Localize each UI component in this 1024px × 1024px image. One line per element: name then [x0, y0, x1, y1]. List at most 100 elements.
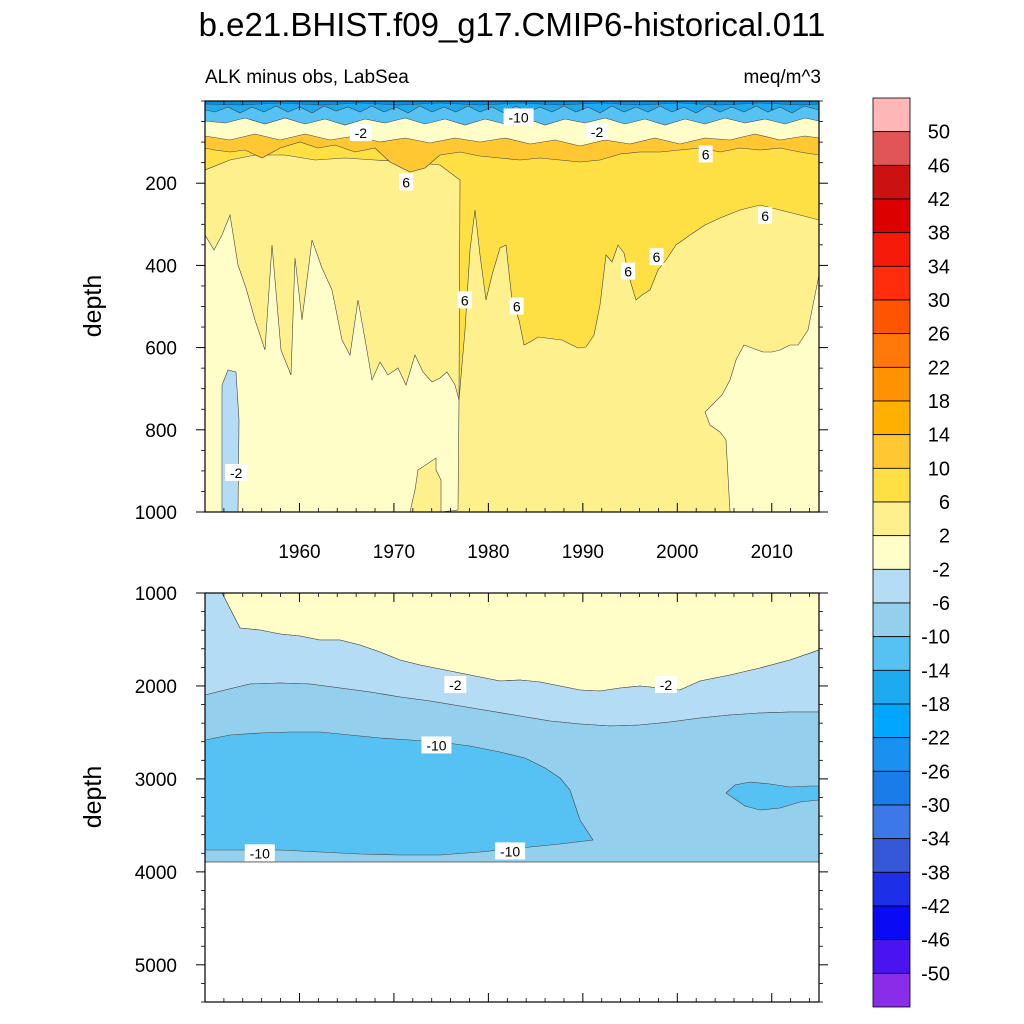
colorbar-label: 38	[928, 223, 950, 245]
colorbar-label: 18	[928, 391, 950, 413]
region-deep-west-lens	[221, 369, 240, 512]
colorbar-segment	[872, 265, 911, 301]
left-string: ALK minus obs, LabSea	[205, 67, 409, 88]
colorbar-label: 46	[928, 155, 950, 177]
y-tick-label: 600	[145, 339, 177, 360]
contour-label-text: -2	[660, 677, 673, 693]
region-abyssal	[205, 731, 594, 856]
colorbar-label: 26	[928, 324, 950, 346]
contour-label-text: 6	[761, 208, 769, 224]
contour-label: 6	[758, 207, 773, 225]
lower-y-axis-label: depth	[79, 766, 107, 829]
contour-label: -10	[503, 108, 534, 126]
colorbar-segment	[872, 131, 911, 166]
contour-label-text: -10	[250, 845, 270, 861]
colorbar-segment	[872, 400, 911, 436]
colorbar-segment	[872, 703, 911, 739]
colorbar-label: -50	[921, 963, 950, 985]
contour-label-text: 6	[402, 174, 410, 190]
colorbar-label: -30	[921, 795, 950, 817]
contour-label-text: 6	[624, 264, 632, 280]
colorbar-label: -38	[921, 862, 950, 884]
region-core	[205, 101, 819, 401]
contour-label-box	[586, 122, 609, 140]
colorbar-segment	[872, 838, 911, 873]
colorbar-segment	[872, 366, 911, 402]
colorbar-label: -2	[932, 559, 950, 581]
colorbar-label: -18	[921, 694, 950, 716]
contour-label: -2	[225, 463, 248, 481]
colorbar-segment	[872, 939, 911, 974]
upper-panel: 200 400 600 800 1000 1960 1970 1980 1990 2000 2010…	[79, 100, 828, 563]
colorbar-segment	[872, 905, 911, 941]
contour-label-text: -2	[230, 465, 243, 481]
colorbar-label: -26	[921, 761, 950, 783]
contour-label: 6	[649, 248, 664, 266]
contour-label-text: -2	[591, 124, 604, 140]
colorbar-label: 42	[928, 189, 950, 211]
upper-y-axis-label: depth	[79, 275, 107, 338]
colorbar-label: -34	[921, 829, 950, 851]
contour-label: 6	[698, 145, 713, 163]
contour-label: -10	[244, 844, 275, 862]
colorbar-segment	[872, 568, 911, 604]
colorbar-segment	[872, 164, 911, 200]
x-tick-label: 1970	[373, 542, 415, 563]
contour-label: -10	[495, 842, 526, 860]
contour-label-text: 6	[513, 299, 521, 315]
colorbar-segment	[872, 737, 911, 772]
colorbar-label: -42	[921, 896, 950, 918]
contour-label-box	[244, 844, 275, 862]
colorbar-label: -6	[932, 593, 950, 615]
x-tick-label: 1990	[562, 542, 604, 563]
contour-label-text: -10	[508, 109, 528, 125]
y-tick-label: 200	[145, 174, 177, 195]
contour-label-text: -10	[426, 737, 446, 753]
x-tick-label: 1980	[467, 542, 509, 563]
colorbar-label: 50	[928, 122, 950, 144]
y-tick-label: 4000	[135, 863, 177, 884]
colorbar-segment	[872, 97, 911, 133]
contour-label-text: -10	[500, 843, 520, 859]
colorbar-label: 30	[928, 290, 950, 312]
y-tick-label: 400	[145, 256, 177, 277]
region-deep-east	[704, 274, 819, 512]
contour-label: -2	[654, 676, 677, 694]
lower-contour-labels: -2 -2 -10 -10 -10	[244, 676, 677, 862]
contour-label-box	[698, 145, 713, 163]
contour-label-box	[349, 124, 372, 142]
colorbar-label: -46	[921, 930, 950, 952]
colorbar-label: -22	[921, 728, 950, 750]
contour-label-box	[399, 173, 414, 191]
contour-label-box	[654, 676, 677, 694]
colorbar-segment	[872, 602, 911, 638]
contour-label-text: -2	[355, 125, 368, 141]
contour-label-box	[225, 463, 248, 481]
colorbar-label: 22	[928, 357, 950, 379]
colorbar-segment	[872, 770, 911, 806]
lower-panel: 1000 2000 3000 4000 5000 -2 -2 -10 -10 -10 depth	[79, 584, 828, 1003]
colorbar-segment	[872, 467, 911, 503]
contour-label-box	[495, 842, 526, 860]
colorbar-segment	[872, 299, 911, 335]
colorbar-segment	[872, 198, 911, 234]
region-abyssal-east-lens	[725, 781, 819, 811]
colorbar-segment	[872, 232, 911, 267]
colorbar-label: 34	[928, 256, 950, 278]
x-tick-label: 1960	[278, 542, 320, 563]
colorbar-label: 2	[939, 526, 950, 548]
contour-label-box	[509, 297, 524, 315]
colorbar-segment	[872, 669, 911, 705]
colorbar-label: 10	[928, 458, 950, 480]
colorbar-segment	[872, 434, 911, 469]
y-tick-label: 1000	[135, 503, 177, 524]
colorbar-segment	[872, 972, 911, 1008]
contour-label-box	[758, 207, 773, 225]
contour-label: 6	[621, 262, 636, 280]
contour-label-box	[444, 676, 467, 694]
x-tick-label: 2010	[751, 542, 793, 563]
contour-label: -2	[349, 124, 372, 142]
contour-label: 6	[509, 297, 524, 315]
contour-label: 6	[457, 291, 472, 309]
